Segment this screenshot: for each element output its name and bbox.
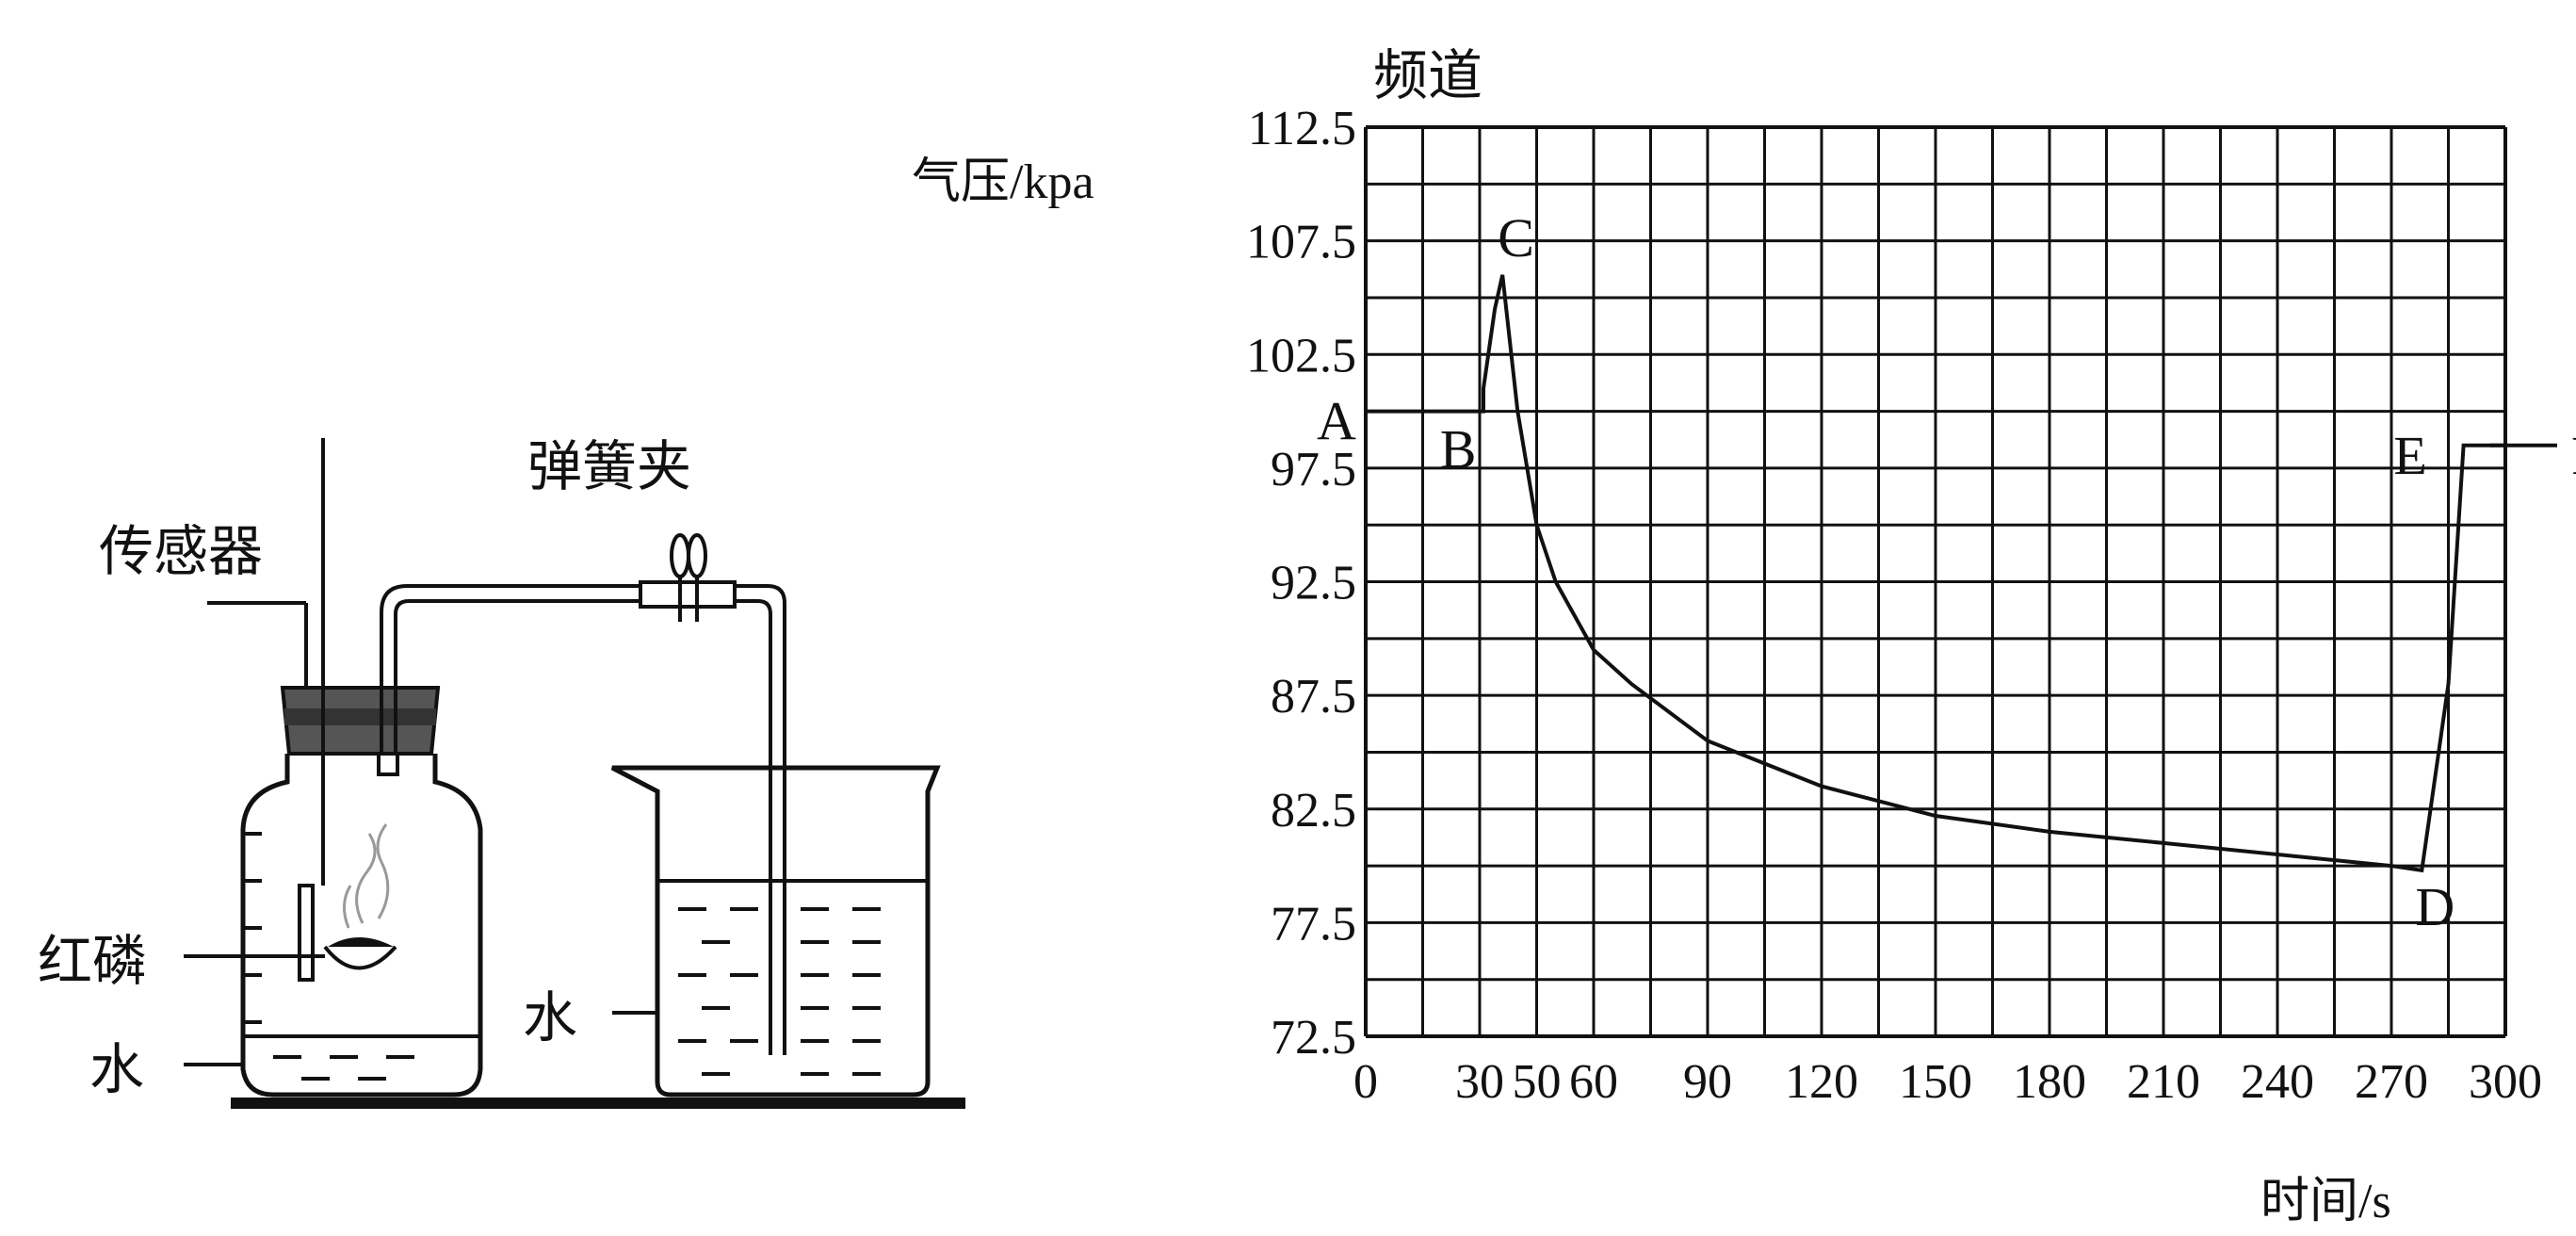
x-tick-label: 300 bbox=[2469, 1055, 2542, 1109]
point-label-a: A bbox=[1317, 391, 1356, 452]
beaker bbox=[610, 765, 941, 1098]
delivery-tube-outer bbox=[380, 584, 786, 1055]
spring-clip-icon bbox=[670, 533, 707, 622]
y-tick-label: 72.5 bbox=[1271, 1011, 1356, 1065]
y-tick-labels: 72.5 77.5 82.5 87.5 92.5 97.5 102.5 107.5 112.5 bbox=[1246, 102, 1356, 1065]
bench bbox=[231, 1098, 965, 1109]
sensor-tube bbox=[298, 884, 315, 982]
smoke-wisps bbox=[343, 823, 390, 929]
red-phosphorus-heap bbox=[328, 937, 394, 947]
point-label-b: B bbox=[1440, 419, 1477, 480]
label-beaker-water: 水 bbox=[523, 985, 577, 1049]
label-red-phosphorus: 红磷 bbox=[38, 929, 147, 993]
label-spring-clip: 弹簧夹 bbox=[527, 434, 691, 498]
y-tick-label: 87.5 bbox=[1271, 670, 1356, 724]
y-tick-label: 112.5 bbox=[1248, 102, 1356, 155]
delivery-tube-inner bbox=[394, 599, 772, 1055]
x-tick-label: 180 bbox=[2013, 1055, 2086, 1109]
y-tick-label: 107.5 bbox=[1246, 216, 1356, 269]
bottle-water-dashes bbox=[273, 1055, 414, 1081]
x-axis-label: 时间/s bbox=[2260, 1175, 2391, 1228]
pressure-curve bbox=[1366, 274, 2505, 873]
spring-clip-body bbox=[639, 580, 737, 609]
x-tick-label: 90 bbox=[1683, 1055, 1732, 1109]
x-tick-label: 120 bbox=[1785, 1055, 1858, 1109]
y-tick-label: 102.5 bbox=[1246, 329, 1356, 382]
point-label-d: D bbox=[2415, 876, 2454, 937]
x-tick-label: 270 bbox=[2355, 1055, 2428, 1109]
x-tick-label: 210 bbox=[2127, 1055, 2200, 1109]
x-tick-labels: 0 30 50 60 90 120 150 180 210 240 270 300 bbox=[1353, 1055, 2542, 1109]
y-tick-label: 82.5 bbox=[1271, 784, 1356, 838]
tube-outlet-stub bbox=[377, 752, 399, 776]
x-tick-label: 150 bbox=[1899, 1055, 1972, 1109]
point-label-f: F bbox=[2571, 425, 2576, 486]
stopper-band bbox=[284, 708, 436, 725]
label-bottle-water: 水 bbox=[89, 1037, 144, 1101]
y-axis-label: 气压/kpa bbox=[912, 155, 1094, 209]
apparatus-diagram: 传感器 弹簧夹 红磷 水 水 bbox=[38, 434, 965, 1109]
x-tick-label: 50 bbox=[1513, 1055, 1562, 1109]
x-tick-label: 240 bbox=[2241, 1055, 2314, 1109]
y-tick-label: 97.5 bbox=[1271, 443, 1356, 496]
chart-title: 频道 bbox=[1373, 43, 1482, 107]
bottle-graduations bbox=[243, 832, 262, 1024]
bottle-body bbox=[240, 754, 483, 1098]
chart-grid bbox=[1364, 125, 2507, 1038]
pressure-time-chart: 72.577.582.587.592.597.5102.5107.5112.5 … bbox=[912, 43, 2576, 1228]
x-tick-label: 60 bbox=[1569, 1055, 1618, 1109]
combustion-spoon bbox=[323, 945, 397, 970]
point-label-c: C bbox=[1498, 207, 1534, 268]
beaker-water-dashes bbox=[678, 907, 881, 1076]
point-label-e: E bbox=[2393, 425, 2426, 486]
y-tick-label: 77.5 bbox=[1271, 897, 1356, 951]
point-labels: A B C D E F bbox=[1317, 207, 2576, 937]
label-sensor: 传感器 bbox=[99, 519, 263, 583]
x-tick-label: 0 bbox=[1353, 1055, 1378, 1109]
x-tick-label: 30 bbox=[1455, 1055, 1504, 1109]
y-tick-label: 92.5 bbox=[1271, 557, 1356, 610]
